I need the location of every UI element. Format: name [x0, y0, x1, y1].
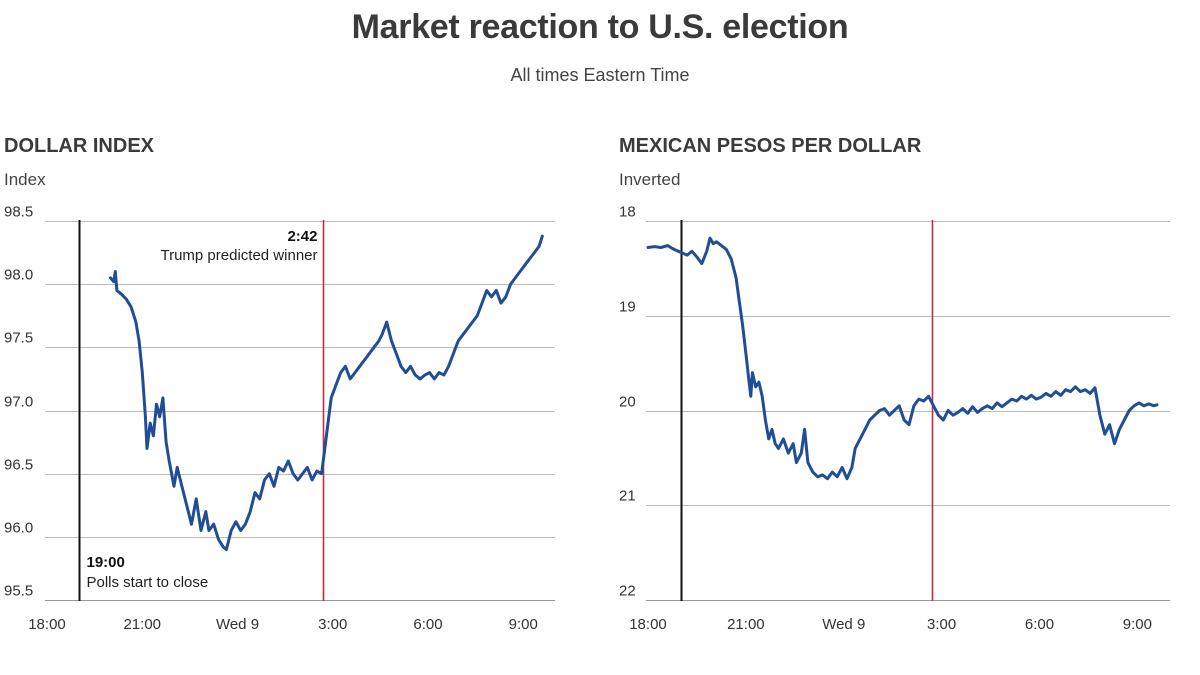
- right-x-tick-label: 3:00: [927, 616, 956, 633]
- left-annotation-time: 19:00: [87, 554, 125, 571]
- left-y-tick-label: 96.5: [4, 457, 33, 474]
- left-y-tick-label: 97.5: [4, 330, 33, 347]
- left-x-tick-label: Wed 9: [216, 616, 259, 633]
- right-x-tick-label: 9:00: [1123, 616, 1152, 633]
- right-chart-unit-label: Inverted: [619, 170, 680, 189]
- left-annotation-text: Trump predicted winner: [160, 247, 317, 264]
- right-y-tick-label: 19: [619, 299, 636, 316]
- right-x-tick-label: Wed 9: [822, 616, 865, 633]
- left-y-tick-label: 98.5: [4, 204, 33, 221]
- right-x-tick-label: 6:00: [1025, 616, 1054, 633]
- right-y-tick-label: 20: [619, 394, 636, 411]
- left-y-tick-label: 96.0: [4, 520, 33, 537]
- right-y-tick-label: 18: [619, 204, 636, 221]
- left-chart-title: DOLLAR INDEX: [4, 135, 155, 157]
- right-x-tick-label: 18:00: [629, 616, 667, 633]
- left-x-tick-label: 21:00: [123, 616, 161, 633]
- right-y-tick-label: 22: [619, 583, 636, 600]
- left-x-tick-label: 3:00: [318, 616, 347, 633]
- left-x-tick-label: 6:00: [413, 616, 442, 633]
- page-subtitle: All times Eastern Time: [510, 65, 690, 85]
- left-x-tick-label: 18:00: [28, 616, 66, 633]
- right-y-tick-label: 21: [619, 488, 636, 505]
- left-x-tick-label: 9:00: [509, 616, 538, 633]
- left-y-tick-label: 98.0: [4, 267, 33, 284]
- right-series-line: [646, 236, 1159, 481]
- left-y-tick-label: 95.5: [4, 583, 33, 600]
- chart-right: MEXICAN PESOS PER DOLLAR Inverted 18 19 20 21…: [619, 135, 1170, 633]
- left-annotation-text: Polls start to close: [87, 574, 209, 591]
- left-y-tick-label: 97.0: [4, 394, 33, 411]
- right-x-tick-label: 21:00: [727, 616, 765, 633]
- left-series-line: [109, 234, 544, 551]
- right-chart-title: MEXICAN PESOS PER DOLLAR: [619, 135, 922, 157]
- chart-left: DOLLAR INDEX Index 95.5 96.0 96.5 97.0 97.5 98.…: [4, 135, 555, 633]
- left-annotation-time: 2:42: [287, 228, 317, 245]
- page-title: Market reaction to U.S. election: [351, 8, 849, 46]
- left-chart-unit-label: Index: [4, 170, 46, 189]
